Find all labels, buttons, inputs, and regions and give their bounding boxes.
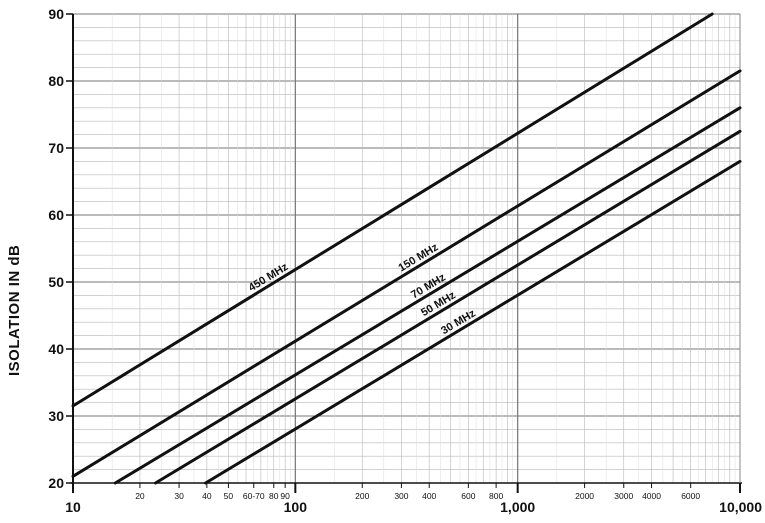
- x-minor-tick-label: 90: [280, 491, 290, 501]
- x-major-tick-label: 10: [65, 499, 81, 515]
- y-tick-label: 20: [48, 475, 64, 491]
- x-minor-tick-label: 400: [422, 491, 436, 501]
- x-major-tick-label: 1,000: [500, 499, 535, 515]
- y-axis-title: ISOLATION IN dB: [6, 244, 23, 376]
- series-lines: [71, 12, 742, 485]
- x-major-tick-label: 100: [284, 499, 308, 515]
- grid: [72, 13, 741, 484]
- x-minor-tick-label: 40: [202, 491, 212, 501]
- x-minor-tick-label: 200: [355, 491, 369, 501]
- x-minor-tick-label: 20: [135, 491, 145, 501]
- series-line: [154, 129, 742, 485]
- x-minor-tick-label: 30: [174, 491, 184, 501]
- x-minor-tick-label: 2000: [575, 491, 594, 501]
- y-tick-label: 30: [48, 408, 64, 424]
- x-minor-tick-label: 4000: [642, 491, 661, 501]
- x-minor-tick-label: 3000: [614, 491, 633, 501]
- x-minor-tick-label: 6000: [681, 491, 700, 501]
- x-minor-tick-label: 80: [269, 491, 279, 501]
- series-line: [71, 69, 742, 478]
- x-minor-tick-label: 300: [394, 491, 408, 501]
- y-tick-label: 60: [48, 207, 64, 223]
- series-line: [71, 12, 714, 408]
- y-tick-label: 70: [48, 140, 64, 156]
- series-line: [204, 159, 742, 485]
- y-tick-label: 80: [48, 73, 64, 89]
- x-major-tick-label: 10,000: [719, 499, 762, 515]
- y-tick-label: 40: [48, 341, 64, 357]
- y-tick-label: 50: [48, 274, 64, 290]
- x-minor-tick-label: 50: [224, 491, 234, 501]
- y-tick-label: 90: [48, 6, 64, 22]
- x-minor-tick-label: 600: [461, 491, 475, 501]
- x-minor-tick-label: 60-70: [243, 491, 265, 501]
- series-line: [113, 106, 742, 485]
- x-minor-tick-label: 800: [489, 491, 503, 501]
